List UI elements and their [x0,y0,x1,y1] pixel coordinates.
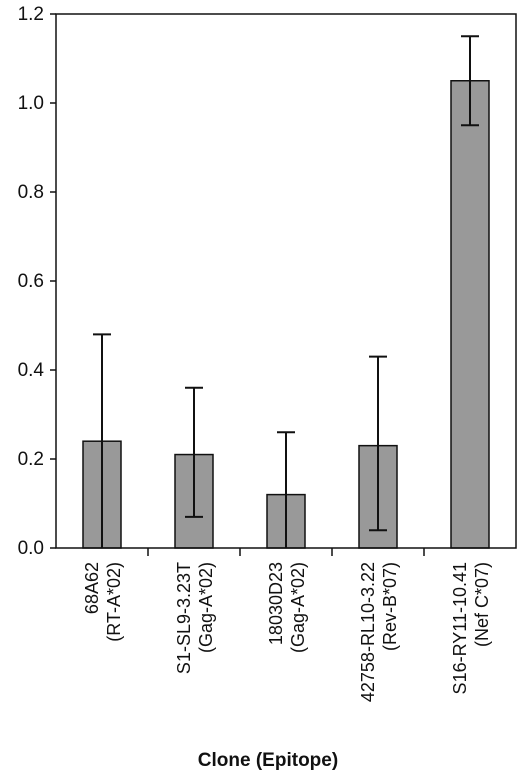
y-tick-label: 0.0 [18,538,44,559]
x-tick-label-3: 18030D23 (Gag-A*02) [266,562,308,653]
x-tick-label-line2: (Gag-A*02) [288,562,308,653]
x-tick-label-line2: (Nef C*07) [472,562,492,647]
y-tick-label: 0.2 [18,449,44,470]
y-tick-label: 0.4 [18,360,45,381]
bar-5 [450,80,490,549]
x-tick-label-line2: (Rev-B*07) [380,562,400,651]
x-axis-label: Clone (Epitope) [198,750,338,771]
x-tick-label-5: S16-RY11-10.41 (Nef C*07) [450,562,492,694]
x-tick-labels: 68A62 (RT-A*02) S1-SL9-3.23T (Gag-A*02) 1803… [82,562,492,702]
x-tick-label-1: 68A62 (RT-A*02) [82,562,124,642]
x-tick-label-line2: (Gag-A*02) [196,562,216,653]
x-tick-label-line1: 18030D23 [266,562,286,645]
y-tick-label: 0.6 [18,271,44,292]
y-tick-label: 0.8 [18,182,44,203]
error-bars-group [93,35,479,548]
axes-group [50,13,517,556]
y-tick-labels: 0.0 0.2 0.4 0.6 0.8 1.0 1.2 [18,4,45,559]
x-tick-label-line2: (RT-A*02) [104,562,124,642]
x-tick-label-line1: S1-SL9-3.23T [174,562,194,674]
x-tick-label-line1: S16-RY11-10.41 [450,562,470,694]
y-tick-label: 1.2 [18,4,44,25]
x-tick-label-line1: 68A62 [82,562,102,614]
x-tick-label-4: 42758-RL10-3.22 (Rev-B*07) [358,562,400,702]
y-tick-label: 1.0 [18,93,44,114]
x-tick-label-line1: 42758-RL10-3.22 [358,562,378,702]
x-tick-label-2: S1-SL9-3.23T (Gag-A*02) [174,562,216,674]
